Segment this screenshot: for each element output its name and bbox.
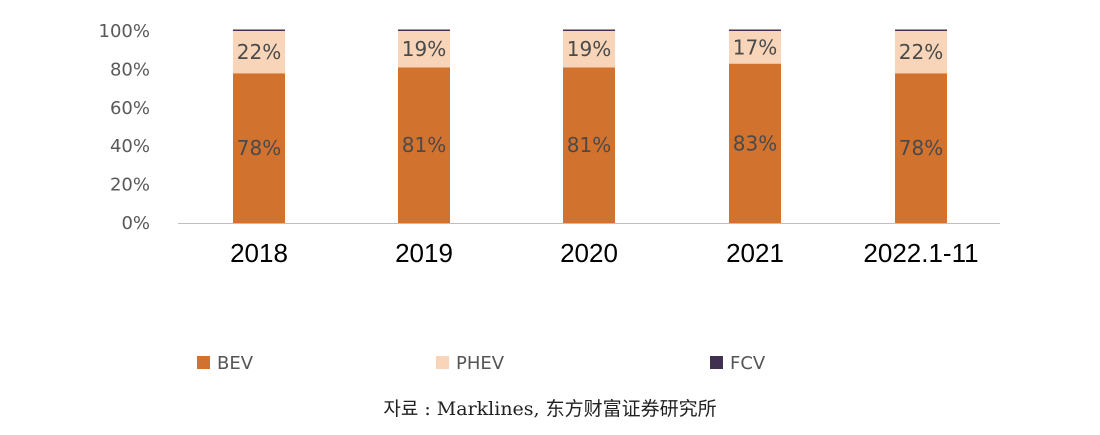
data-label-bev: 81% [567, 133, 611, 157]
legend-swatch-fcv [710, 356, 723, 369]
bar-bev [233, 73, 285, 224]
data-label-bev: 81% [402, 133, 446, 157]
bar-phev [729, 31, 781, 64]
data-label-phev: 22% [237, 40, 281, 64]
legend-label-fcv: FCV [730, 353, 766, 374]
legend-label-bev: BEV [217, 353, 254, 374]
data-labels: 78% 22% 81% 19% 81% 19% 83% 17% 78% 22% [237, 35, 943, 160]
data-label-phev: 19% [402, 37, 446, 61]
data-label-phev: 22% [899, 40, 943, 64]
data-label-phev: 17% [733, 35, 777, 59]
legend-label-phev: PHEV [456, 353, 505, 374]
data-label-bev: 78% [237, 136, 281, 160]
bar-fcv [398, 29, 450, 31]
legend: BEV PHEV FCV [197, 353, 766, 374]
bar-bev [895, 73, 947, 224]
data-label-phev: 19% [567, 37, 611, 61]
bar-fcv [729, 29, 781, 31]
legend-swatch-bev [197, 356, 210, 369]
bar-fcv [563, 29, 615, 31]
x-category-label: 2021 [726, 238, 784, 268]
y-tick-label: 40% [110, 136, 150, 157]
x-axis-categories: 2018 2019 2020 2021 2022.1-11 [230, 238, 979, 268]
bar-bev [729, 63, 781, 223]
bar-phev [233, 31, 285, 74]
y-tick-label: 60% [110, 98, 150, 119]
x-category-label: 2019 [395, 238, 453, 268]
y-axis-ticks: 0% 20% 40% 60% 80% 100% [99, 21, 150, 234]
bar-bev [398, 67, 450, 223]
y-tick-label: 0% [121, 213, 150, 234]
y-tick-label: 100% [99, 21, 150, 42]
bar-fcv [895, 29, 947, 31]
x-category-label: 2020 [560, 238, 618, 268]
data-label-bev: 83% [733, 131, 777, 155]
y-tick-label: 80% [110, 59, 150, 80]
source-note: 자료 : Marklines, 东方财富证券研究所 [383, 398, 717, 420]
y-tick-label: 20% [110, 175, 150, 196]
bar-phev [895, 31, 947, 74]
bar-fcv [233, 29, 285, 31]
legend-swatch-phev [436, 356, 449, 369]
stacked-bar-chart: 0% 20% 40% 60% 80% 100% 78% 22% 81% 19% 81% 19% 83%… [99, 21, 1000, 374]
bars [233, 29, 947, 224]
bar-phev [398, 31, 450, 68]
x-category-label: 2022.1-11 [863, 238, 978, 268]
data-label-bev: 78% [899, 136, 943, 160]
x-category-label: 2018 [230, 238, 288, 268]
bar-bev [563, 67, 615, 223]
bar-phev [563, 31, 615, 68]
